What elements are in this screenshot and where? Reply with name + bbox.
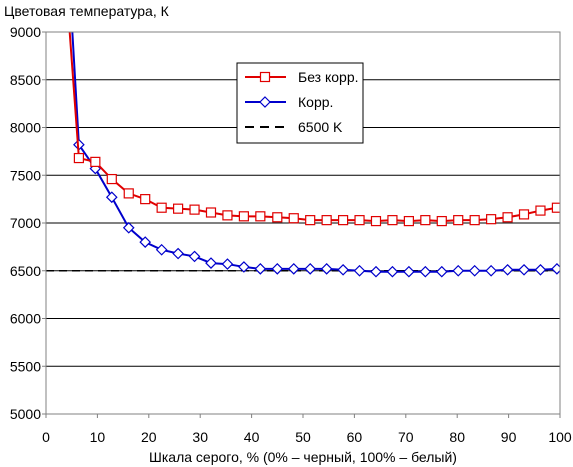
data-point-без-корр- [518, 209, 530, 220]
legend-marker-без-корр- [259, 71, 271, 83]
data-point-без-корр- [123, 188, 134, 199]
y-tick-label: 7000 [10, 215, 41, 231]
x-tick-label: 20 [141, 429, 157, 445]
data-point-корр- [155, 243, 168, 256]
axis-ticks: 5000 5500 6000 6500 7000 7500 8000 8500 9000 0 10 2… [10, 24, 572, 445]
data-point-без-корр- [551, 202, 560, 213]
x-tick-label: 10 [90, 429, 106, 445]
y-tick-label: 8000 [10, 120, 41, 136]
data-point-без-корр- [502, 212, 513, 223]
data-point-корр- [238, 261, 250, 273]
data-point-корр- [122, 221, 135, 234]
data-point-корр- [304, 262, 317, 275]
x-tick-label: 40 [244, 429, 260, 445]
data-point-без-корр- [140, 194, 151, 205]
y-tick-label: 5500 [10, 358, 41, 374]
data-point-без-корр- [90, 156, 101, 167]
x-tick-label: 60 [347, 429, 363, 445]
data-point-без-корр- [272, 212, 283, 223]
data-point-без-корр- [189, 204, 200, 215]
y-tick-label: 5000 [10, 406, 41, 422]
data-point-без-корр- [222, 210, 233, 221]
y-tick-label: 6500 [10, 263, 41, 279]
data-point-без-корр- [337, 215, 349, 226]
data-point-корр- [534, 263, 547, 276]
x-tick-label: 30 [192, 429, 208, 445]
data-point-корр- [254, 262, 267, 275]
data-point-без-корр- [469, 215, 480, 226]
data-point-корр- [337, 263, 349, 276]
data-point-без-корр- [535, 205, 546, 216]
y-tick-label: 9000 [10, 24, 41, 40]
data-series [46, 32, 560, 278]
legend-label-6500-k: 6500 K [298, 119, 343, 135]
x-tick-label: 90 [501, 429, 517, 445]
data-point-без-корр- [403, 215, 414, 227]
data-point-корр- [188, 250, 201, 263]
data-point-корр- [518, 263, 530, 276]
data-point-корр- [271, 262, 284, 275]
x-tick-label: 50 [295, 429, 311, 445]
data-point-без-корр- [156, 202, 167, 213]
data-point-без-корр- [73, 152, 84, 164]
y-axis-label: Цветовая температура, К [4, 3, 170, 19]
data-point-корр- [468, 264, 481, 277]
data-point-без-корр- [486, 214, 497, 225]
x-tick-label: 70 [398, 429, 414, 445]
data-point-без-корр- [106, 173, 117, 185]
data-point-корр- [370, 265, 382, 278]
legend-label-без-корр-: Без корр. [298, 69, 359, 85]
data-point-без-корр- [321, 215, 332, 226]
data-point-без-корр- [205, 207, 217, 218]
data-point-корр- [139, 236, 152, 248]
legend-marker-корр- [259, 96, 271, 108]
y-tick-label: 7500 [10, 167, 41, 183]
data-point-корр- [172, 247, 184, 260]
data-point-без-корр- [420, 215, 431, 226]
data-point-корр- [452, 264, 465, 277]
y-tick-label: 6000 [10, 311, 41, 327]
y-tick-label: 8500 [10, 72, 41, 88]
data-point-без-корр- [255, 211, 266, 222]
legend: Без корр. Корр. 6500 K [236, 62, 364, 144]
data-point-без-корр- [387, 215, 398, 226]
data-point-корр- [205, 257, 217, 269]
data-point-корр- [353, 264, 366, 277]
data-point-корр- [287, 262, 300, 275]
data-point-корр- [320, 262, 333, 275]
x-tick-label: 100 [548, 429, 572, 445]
data-point-корр- [501, 263, 514, 276]
data-point-без-корр- [370, 215, 382, 227]
data-point-корр- [551, 262, 560, 275]
legend-label-корр-: Корр. [298, 94, 333, 110]
data-point-корр- [221, 258, 234, 270]
data-point-без-корр- [172, 203, 184, 214]
x-tick-label: 80 [449, 429, 465, 445]
x-axis-label: Шкала серого, % (0% – черный, 100% – бел… [149, 449, 457, 465]
data-point-корр- [435, 265, 448, 278]
data-point-без-корр- [453, 215, 464, 226]
data-point-корр- [403, 265, 415, 278]
data-point-корр- [485, 264, 497, 277]
data-point-без-корр- [354, 215, 365, 226]
data-point-без-корр- [288, 213, 299, 224]
data-point-без-корр- [238, 211, 249, 222]
data-point-корр- [386, 265, 399, 278]
plot-frame [45, 31, 561, 415]
data-point-корр- [105, 191, 118, 204]
data-point-без-корр- [436, 215, 447, 227]
data-point-без-корр- [305, 215, 316, 226]
x-tick-label: 0 [42, 429, 50, 445]
data-point-корр- [419, 265, 432, 278]
